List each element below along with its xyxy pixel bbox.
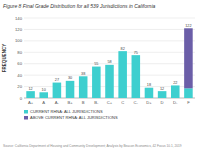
bars	[26, 28, 192, 98]
bar	[92, 67, 101, 98]
total-label: 22	[173, 81, 177, 85]
bar	[39, 92, 48, 93]
total-label: 30	[68, 76, 72, 80]
source-note: Source: California Department of Housing…	[3, 144, 182, 148]
bar	[79, 76, 88, 77]
chart: Figure 8 Final Grade Distribution for al…	[0, 0, 200, 150]
bar	[105, 65, 114, 98]
bar	[118, 51, 127, 98]
y-tick-label: 100	[15, 38, 23, 43]
total-label: 122	[185, 24, 191, 28]
x-tick-label: D+	[146, 100, 152, 105]
x-tick-label: B-	[94, 100, 99, 105]
legend-swatch	[24, 110, 28, 114]
grid-line	[24, 52, 195, 53]
grid-line	[24, 40, 195, 41]
total-label: 12	[28, 87, 32, 91]
x-tick-label: C	[121, 100, 124, 105]
y-tick-label: 40	[17, 73, 22, 78]
bar	[26, 91, 35, 92]
x-tick-label: A	[42, 100, 45, 105]
bar	[171, 85, 180, 98]
legend-label: ABOVE CURRENT RHNA: ALL JURISDICTIONS	[30, 115, 118, 120]
title: Figure 8 Final Grade Distribution for al…	[3, 3, 156, 9]
bar	[184, 28, 193, 88]
x-tick-label: B	[82, 100, 85, 105]
grid-line	[24, 29, 195, 30]
bar	[158, 91, 167, 98]
x-tick-label: D-	[173, 100, 178, 105]
x-tick-label: D	[161, 100, 164, 105]
total-label: 12	[160, 87, 164, 91]
y-tick-label: 140	[15, 16, 23, 21]
total-label: 27	[55, 78, 59, 82]
total-label: 58	[107, 60, 111, 64]
bar	[39, 92, 48, 98]
bar	[184, 88, 193, 98]
total-label: 55	[94, 62, 98, 66]
bar	[53, 83, 62, 98]
bar	[118, 51, 127, 52]
bar	[132, 55, 141, 56]
bar	[66, 81, 75, 98]
bar	[145, 88, 154, 98]
y-axis-label: FREQUENCY	[2, 44, 7, 72]
x-tick-label: A+	[28, 100, 34, 105]
total-label: 75	[134, 51, 138, 55]
bar	[132, 55, 141, 98]
x-tick-label: C-	[134, 100, 139, 105]
y-tick-label: 120	[15, 27, 23, 32]
bar	[79, 76, 88, 98]
legend-swatch	[24, 116, 28, 120]
total-label: 10	[42, 88, 46, 92]
bar	[145, 87, 154, 88]
x-tick-label: B+	[67, 100, 73, 105]
total-label: 38	[81, 72, 85, 76]
bar	[26, 91, 35, 98]
bar	[171, 85, 180, 86]
legend-label: CURRENT RHNA: ALL JURISDICTIONS	[30, 109, 103, 114]
y-tick-label: 80	[17, 50, 22, 55]
y-tick-label: 60	[17, 61, 22, 66]
total-label: 82	[121, 47, 125, 51]
bar	[105, 64, 114, 65]
x-tick-label: A-	[55, 100, 60, 105]
total-label: 18	[147, 83, 151, 87]
bar	[158, 91, 167, 92]
bar	[92, 66, 101, 67]
x-tick-label: F	[187, 100, 190, 105]
x-tick-label: C+	[107, 100, 113, 105]
y-tick-label: 0	[20, 96, 23, 101]
bar	[66, 80, 75, 81]
y-tick-label: 20	[17, 84, 22, 89]
bar	[53, 82, 62, 83]
grid-line	[24, 18, 195, 19]
legend: CURRENT RHNA: ALL JURISDICTIONSABOVE CUR…	[24, 109, 118, 120]
